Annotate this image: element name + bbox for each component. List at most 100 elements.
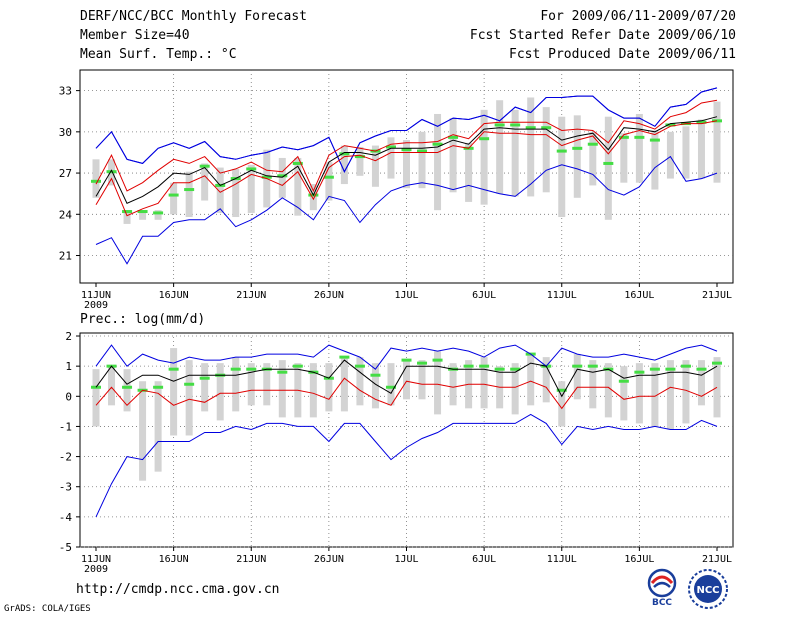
temp-member-mark <box>168 193 179 197</box>
temp-member-range-box <box>542 107 550 193</box>
prec-member-mark <box>370 373 381 377</box>
prec-member-mark <box>153 385 164 389</box>
temp-member-range-box <box>558 116 566 218</box>
temp-member-range-box <box>496 100 504 194</box>
temp-member-mark <box>541 126 552 130</box>
prec-member-mark <box>696 367 707 371</box>
temp-member-range-box <box>620 133 628 183</box>
prec-member-range-box <box>371 363 379 409</box>
temp-member-range-box <box>340 145 348 185</box>
temp-member-range-box <box>713 101 721 183</box>
temp-line-upper-spread <box>95 99 718 193</box>
temp-member-mark <box>106 170 117 174</box>
prec-member-range-box <box>620 366 628 421</box>
prec-xtick-label: 16JUL <box>624 554 654 565</box>
prec-ytick-label: 2 <box>65 330 72 343</box>
temp-xtick-label: 11JUN <box>81 290 111 301</box>
temp-member-mark <box>339 152 350 156</box>
temp-member-mark <box>525 126 536 130</box>
temp-line-lower-spread <box>95 120 718 217</box>
prec-xtick-label: 6JUL <box>472 554 496 565</box>
bcc-logo-text: BCC <box>652 598 672 607</box>
prec-member-mark <box>634 370 645 374</box>
temp-member-range-box <box>139 210 147 220</box>
prec-member-range-box <box>449 363 457 406</box>
ncc-logo: NCC <box>688 569 728 609</box>
prec-member-range-box <box>403 360 410 400</box>
temp-member-mark <box>153 211 164 215</box>
temp-member-mark <box>199 164 210 168</box>
temp-member-mark <box>432 142 443 146</box>
temp-member-mark <box>385 145 396 149</box>
temp-member-mark <box>292 161 303 165</box>
temp-member-mark <box>479 137 490 141</box>
temp-member-range-box <box>449 118 457 193</box>
prec-member-range-box <box>340 357 348 412</box>
temp-member-range-box <box>527 97 535 197</box>
prec-member-mark <box>712 361 722 365</box>
prec-member-mark <box>587 364 598 368</box>
temp-member-range-box <box>418 131 426 189</box>
prec-xtick-label: 26JUN <box>314 554 344 565</box>
temp-member-range-box <box>201 163 209 201</box>
prec-member-mark <box>246 367 257 371</box>
temp-ytick-label: 27 <box>59 167 72 180</box>
temp-member-range-box <box>604 116 612 220</box>
temp-member-range-box <box>651 130 659 190</box>
temp-member-range-box <box>403 140 410 189</box>
period-label: For 2009/06/11-2009/07/20 <box>540 9 736 24</box>
temp-member-range-box <box>511 109 519 197</box>
prec-xtick-label: 11JUN <box>81 554 111 565</box>
prec-member-range-box <box>589 360 597 409</box>
prec-member-range-box <box>263 363 271 406</box>
temp-member-range-box <box>92 159 100 198</box>
prec-ytick-label: -5 <box>59 541 72 554</box>
prec-member-mark <box>168 367 179 371</box>
temp-xtick-label: 26JUN <box>314 290 344 301</box>
prec-member-range-box <box>480 357 488 409</box>
prec-member-range-box <box>666 360 674 430</box>
prec-member-mark <box>618 379 629 383</box>
bcc-logo: BCC <box>647 568 677 607</box>
prec-line-lower <box>95 377 718 410</box>
temp-member-mark <box>184 188 195 192</box>
prec-member-range-box <box>92 369 100 427</box>
prec-member-mark <box>277 370 288 374</box>
prec-member-range-box <box>527 354 535 406</box>
temp-xtick-label: 16JUN <box>159 290 189 301</box>
prec-member-range-box <box>511 363 519 415</box>
prec-member-range-box <box>108 366 116 406</box>
temp-member-range-box <box>247 164 255 213</box>
prec-member-mark <box>665 367 676 371</box>
prec-xtick-label: 16JUN <box>159 554 189 565</box>
prec-ytick-label: -3 <box>59 481 72 494</box>
temp-member-mark <box>665 123 676 127</box>
temp-member-range-box <box>387 137 395 179</box>
source-url[interactable]: http://cmdp.ncc.cma.gov.cn <box>76 582 280 597</box>
temp-member-mark <box>572 146 583 150</box>
prec-ytick-label: 1 <box>65 360 72 373</box>
temp-member-mark <box>587 142 598 146</box>
temp-member-mark <box>696 120 707 124</box>
prec-member-mark <box>354 364 365 368</box>
prec-member-mark <box>680 364 691 368</box>
temp-member-mark <box>354 155 365 159</box>
prec-xtick-label: 11JUL <box>547 554 577 565</box>
prec-member-mark <box>556 388 567 392</box>
temp-member-range-box <box>573 115 581 198</box>
temp-xtick-label: 16JUL <box>624 290 654 301</box>
temp-year-label: 2009 <box>84 300 108 311</box>
prec-member-range-box <box>635 363 643 424</box>
temp-xtick-label: 6JUL <box>472 290 496 301</box>
prec-member-range-box <box>682 360 690 424</box>
temp-ytick-label: 30 <box>59 126 72 139</box>
temp-member-mark <box>261 175 272 179</box>
prec-member-mark <box>385 385 396 389</box>
prec-member-mark <box>401 358 412 362</box>
prec-member-range-box <box>387 363 395 406</box>
temp-member-mark <box>122 210 133 214</box>
prec-ytick-label: -2 <box>59 451 72 464</box>
temp-member-range-box <box>309 184 317 211</box>
prec-xtick-label: 21JUN <box>236 554 266 565</box>
